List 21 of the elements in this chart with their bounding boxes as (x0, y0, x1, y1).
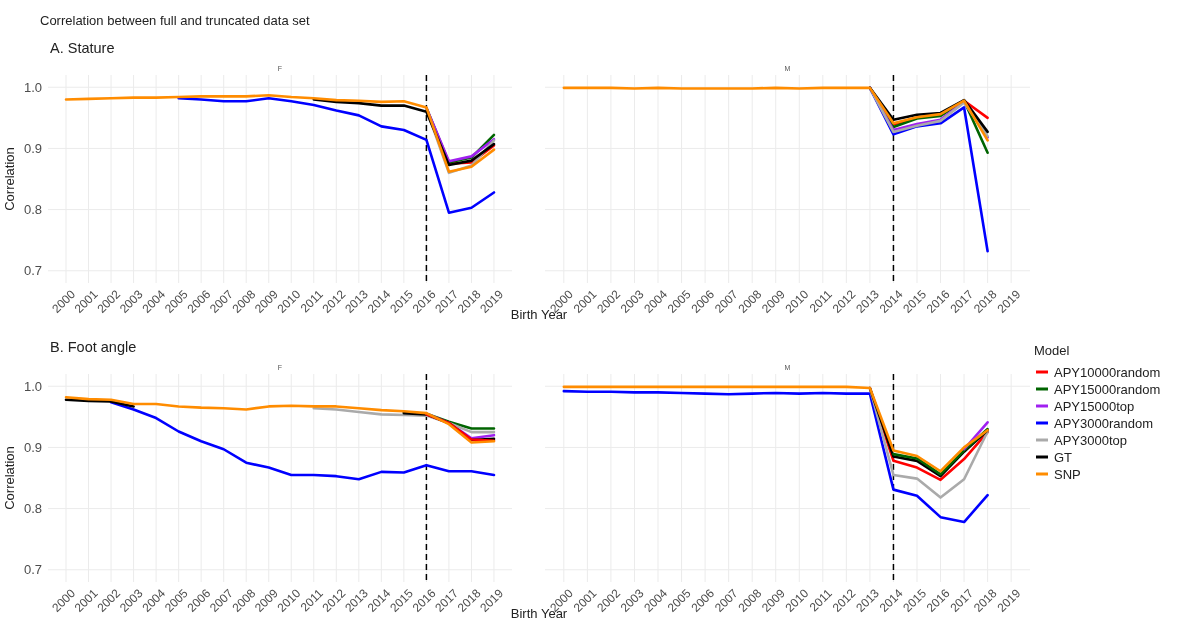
y-tick-label: 0.9 (23, 439, 42, 455)
legend-label: APY3000top (1054, 432, 1128, 448)
legend-label: GT (1054, 449, 1073, 465)
y-tick-label: 0.7 (23, 562, 42, 578)
text: B. Foot angle (50, 339, 137, 355)
legend-title: Model (1034, 343, 1070, 358)
y-axis-title: Correlation (2, 446, 17, 510)
y-tick-label: 1.0 (23, 378, 42, 394)
legend-label: APY10000random (1054, 364, 1161, 380)
y-tick-label: 1.0 (23, 79, 42, 95)
y-tick-label: 0.7 (23, 263, 42, 279)
y-tick-label: 0.8 (23, 202, 42, 218)
y-axis-title: Correlation (2, 147, 17, 211)
y-tick-label: 0.9 (23, 140, 42, 156)
y-tick-label: 0.8 (23, 501, 42, 517)
text: Correlation between full and truncated data set (40, 13, 310, 28)
legend-label: APY3000random (1054, 415, 1154, 431)
legend-label: APY15000random (1054, 381, 1161, 397)
legend-label: APY15000top (1054, 398, 1135, 414)
text: A. Stature (50, 40, 115, 56)
legend-label: SNP (1054, 466, 1081, 482)
